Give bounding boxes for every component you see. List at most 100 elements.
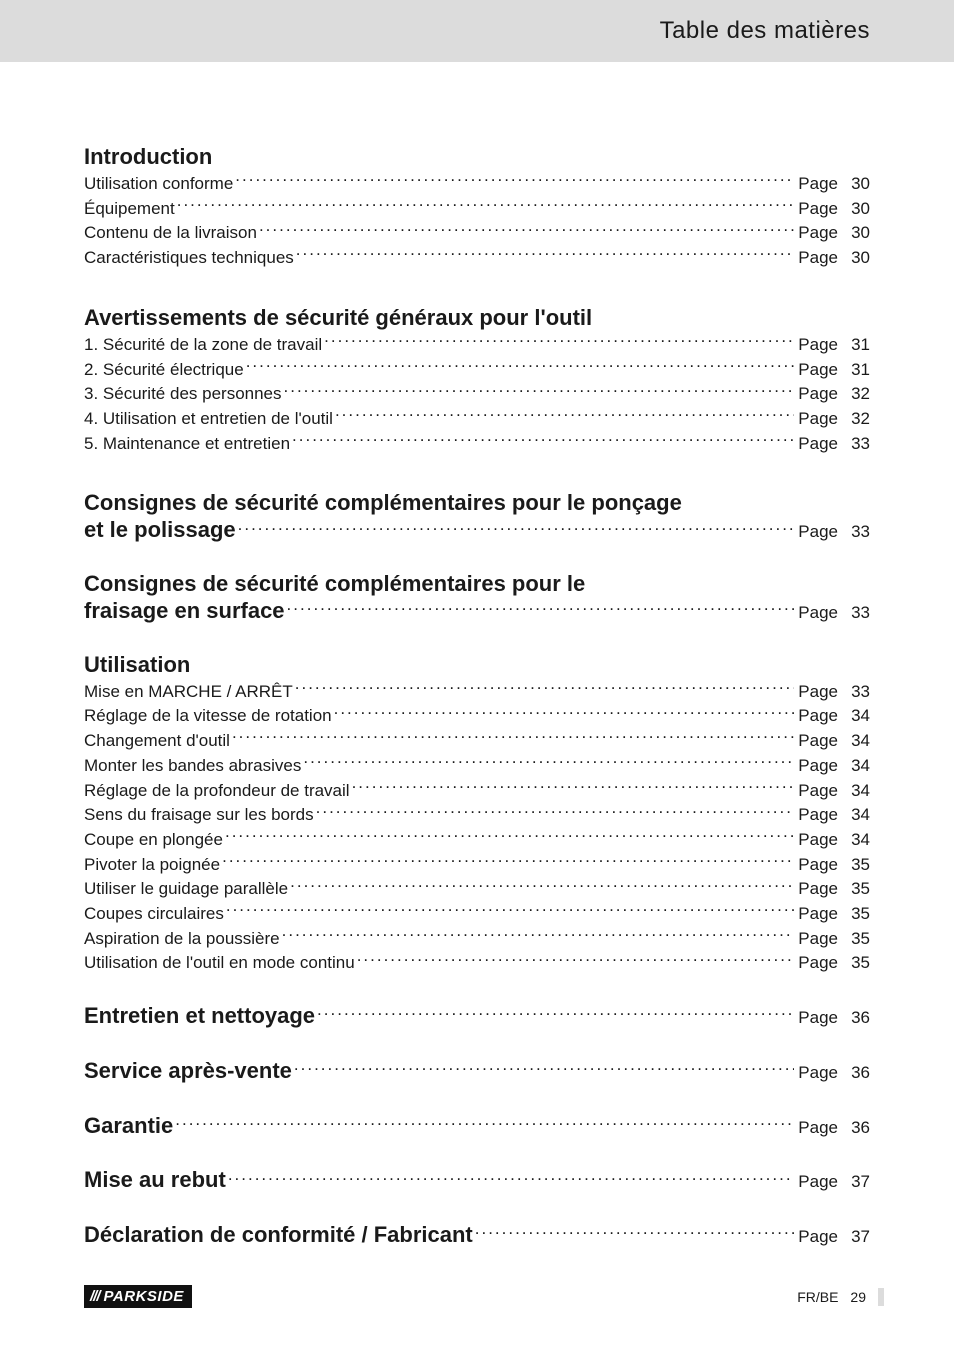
spacer: [84, 1031, 870, 1059]
section-title: Consignes de sécurité complémentaires po…: [84, 571, 870, 597]
page-number: 34: [844, 754, 870, 779]
section-title-inline: Garantie: [84, 1114, 175, 1139]
page-word: Page: [794, 803, 844, 828]
section-title-inline: Déclaration de conformité / Fabricant: [84, 1223, 475, 1248]
dot-leader: [316, 803, 795, 820]
brand-name: PARKSIDE: [104, 1288, 184, 1305]
page-word: Page: [794, 407, 844, 432]
page-word: Page: [794, 172, 844, 197]
page-number: 33: [844, 432, 870, 457]
brand-badge: /// PARKSIDE: [84, 1285, 192, 1308]
dot-leader: [228, 1170, 794, 1187]
toc-entry: Contenu de la livraisonPage30: [84, 221, 870, 246]
footer-page-number: 29: [850, 1289, 866, 1305]
toc-entry-label: 4. Utilisation et entretien de l'outil: [84, 407, 335, 432]
toc-entry-inline: fraisage en surfacePage33: [84, 599, 870, 626]
dot-leader: [232, 729, 794, 746]
dot-leader: [296, 246, 795, 263]
page-word: Page: [794, 520, 844, 545]
footer-mark-icon: [878, 1288, 884, 1306]
toc-entry-label: Caractéristiques techniques: [84, 246, 296, 271]
page-number: 34: [844, 828, 870, 853]
toc-entry: 1. Sécurité de la zone de travailPage31: [84, 333, 870, 358]
header-title: Table des matières: [660, 17, 870, 45]
page-word: Page: [794, 828, 844, 853]
dot-leader: [294, 1061, 794, 1078]
toc-entry: ÉquipementPage30: [84, 197, 870, 222]
page-word: Page: [794, 680, 844, 705]
dot-leader: [357, 951, 795, 968]
dot-leader: [295, 680, 795, 697]
dot-leader: [246, 358, 795, 375]
spacer: [84, 1086, 870, 1114]
spacer: [84, 271, 870, 299]
toc-entry-inline: Déclaration de conformité / Fabricant Pag…: [84, 1223, 870, 1250]
toc-entry-inline: et le polissagePage33: [84, 518, 870, 545]
page-number: 35: [844, 927, 870, 952]
page-number: 36: [844, 1116, 870, 1141]
toc-entry-label: Sens du fraisage sur les bords: [84, 803, 316, 828]
toc-entry: 4. Utilisation et entretien de l'outil Pa…: [84, 407, 870, 432]
dot-leader: [292, 432, 794, 449]
page-number: 34: [844, 779, 870, 804]
toc-entry-label: Mise en MARCHE / ARRÊT: [84, 680, 295, 705]
toc-entry: Changement d'outilPage34: [84, 729, 870, 754]
toc-entry: Pivoter la poignéePage35: [84, 853, 870, 878]
page-word: Page: [794, 1225, 844, 1250]
toc-entry: Réglage de la profondeur de travailPage3…: [84, 779, 870, 804]
page-number: 31: [844, 333, 870, 358]
page-word: Page: [794, 1170, 844, 1195]
dot-leader: [303, 754, 794, 771]
page-word: Page: [794, 221, 844, 246]
spacer: [84, 1140, 870, 1168]
page-number: 34: [844, 704, 870, 729]
toc-entry: Monter les bandes abrasives Page34: [84, 754, 870, 779]
toc-entry: Mise en MARCHE / ARRÊTPage33: [84, 680, 870, 705]
page-word: Page: [794, 927, 844, 952]
toc-entry: Caractéristiques techniquesPage30: [84, 246, 870, 271]
dot-leader: [290, 877, 794, 894]
page-word: Page: [794, 197, 844, 222]
page-word: Page: [794, 246, 844, 271]
toc-entry-label: 3. Sécurité des personnes: [84, 382, 284, 407]
page-word: Page: [794, 902, 844, 927]
page-word: Page: [794, 1116, 844, 1141]
toc-entry: 3. Sécurité des personnesPage32: [84, 382, 870, 407]
footer: /// PARKSIDE FR/BE 29: [84, 1285, 884, 1308]
toc-entry-label: Utiliser le guidage parallèle: [84, 877, 290, 902]
page-word: Page: [794, 754, 844, 779]
page-word: Page: [794, 704, 844, 729]
page-word: Page: [794, 729, 844, 754]
page-word: Page: [794, 333, 844, 358]
spacer: [84, 1195, 870, 1223]
dot-leader: [175, 1116, 794, 1133]
toc-entry-label: Monter les bandes abrasives: [84, 754, 303, 779]
page-number: 35: [844, 877, 870, 902]
spacer: [84, 456, 870, 484]
toc-entry: Sens du fraisage sur les bordsPage34: [84, 803, 870, 828]
dot-leader: [225, 828, 794, 845]
toc-entry: Coupes circulairesPage35: [84, 902, 870, 927]
dot-leader: [177, 197, 795, 214]
page-word: Page: [794, 1006, 844, 1031]
page-number: 37: [844, 1225, 870, 1250]
toc-entry-inline: Garantie Page36: [84, 1114, 870, 1141]
section-title: Introduction: [84, 144, 870, 170]
dot-leader: [282, 927, 795, 944]
page-number: 32: [844, 407, 870, 432]
section-title: Avertissements de sécurité généraux pour…: [84, 305, 870, 331]
toc-entry-label: Contenu de la livraison: [84, 221, 259, 246]
section-title: Consignes de sécurité complémentaires po…: [84, 490, 870, 516]
page-word: Page: [794, 951, 844, 976]
toc-entry-inline: Mise au rebutPage37: [84, 1168, 870, 1195]
dot-leader: [317, 1006, 794, 1023]
dot-leader: [475, 1225, 795, 1242]
spacer: [84, 626, 870, 646]
spacer: [84, 545, 870, 565]
page-number: 35: [844, 902, 870, 927]
dot-leader: [334, 704, 795, 721]
page-number: 36: [844, 1006, 870, 1031]
page-number: 32: [844, 382, 870, 407]
toc-entry-label: Coupe en plongée: [84, 828, 225, 853]
page-word: Page: [794, 877, 844, 902]
